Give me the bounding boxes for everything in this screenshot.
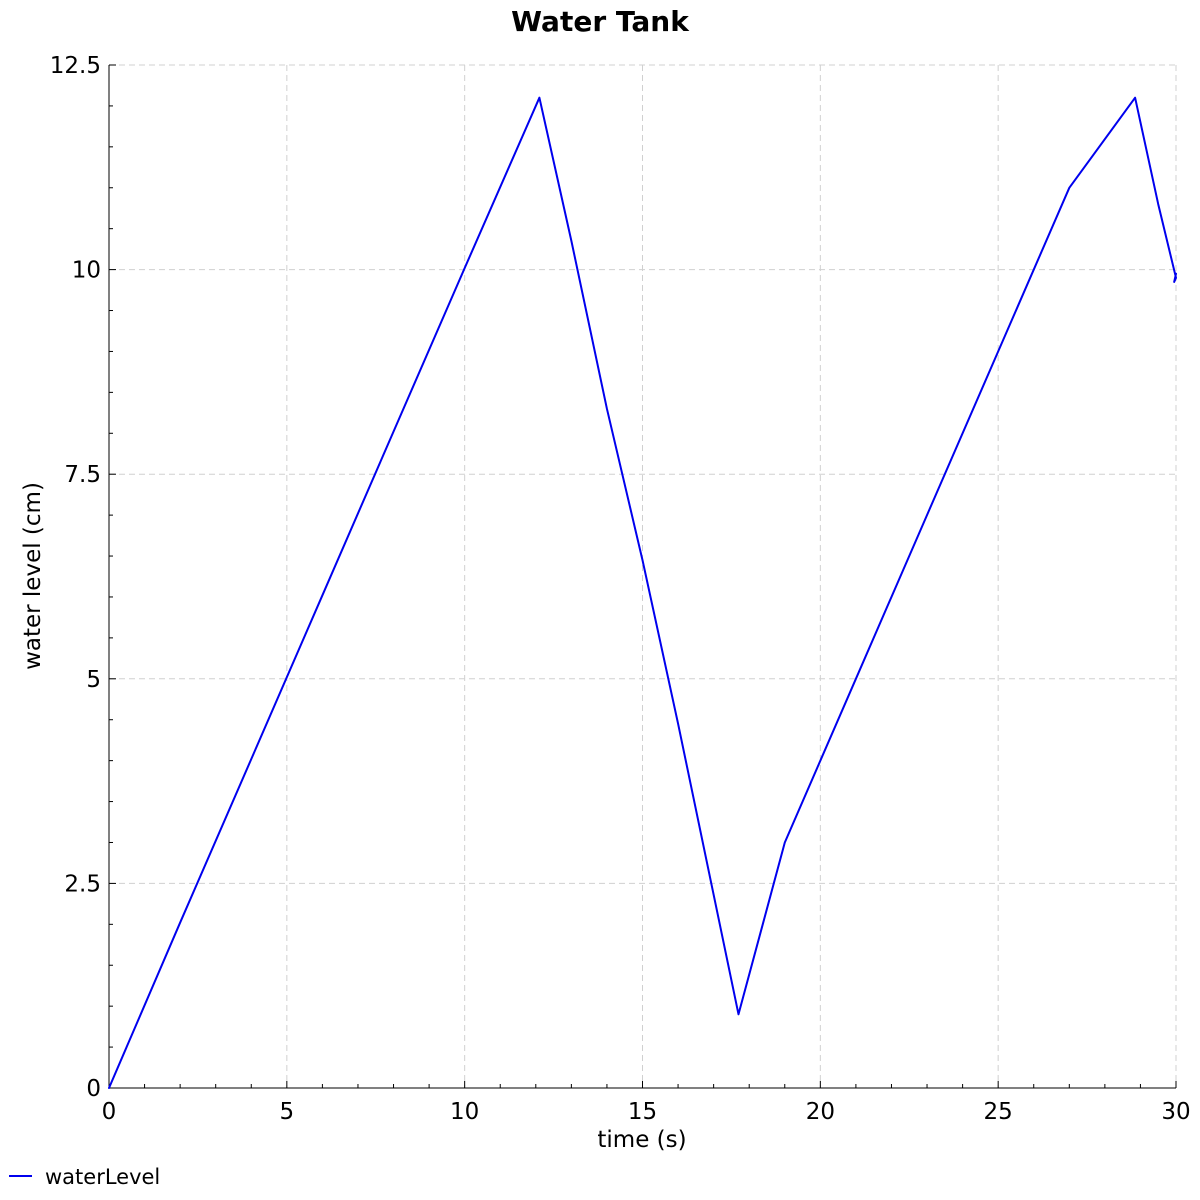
- series-line-waterLevel: [108, 96, 1177, 1089]
- x-tick-label: 5: [280, 1099, 295, 1125]
- grid-group: [108, 64, 1177, 1089]
- x-tick-label: 30: [1161, 1099, 1190, 1125]
- legend-label-waterLevel: waterLevel: [45, 1165, 160, 1189]
- y-tick-label: 2.5: [64, 871, 101, 897]
- x-tick-label: 20: [806, 1099, 835, 1125]
- tick-labels-group: 0 5 10 15 20 25 30 0 2.5 5 7.5 10 12.5: [50, 53, 1191, 1125]
- minor-ticks-group: [109, 105, 1141, 1088]
- x-tick-label: 15: [628, 1099, 657, 1125]
- y-axis-label: water level (cm): [20, 482, 46, 670]
- x-tick-label: 25: [984, 1099, 1013, 1125]
- chart-title: Water Tank: [511, 5, 690, 38]
- y-tick-label: 0: [86, 1076, 101, 1102]
- series-group: [108, 96, 1177, 1089]
- legend: waterLevel: [9, 1165, 160, 1189]
- y-tick-label: 10: [72, 258, 101, 284]
- x-tick-label: 10: [450, 1099, 479, 1125]
- y-tick-label: 12.5: [50, 53, 101, 79]
- y-tick-label: 7.5: [64, 462, 101, 488]
- x-tick-label: 0: [102, 1099, 117, 1125]
- x-axis-label: time (s): [597, 1127, 686, 1153]
- y-tick-label: 5: [86, 667, 101, 693]
